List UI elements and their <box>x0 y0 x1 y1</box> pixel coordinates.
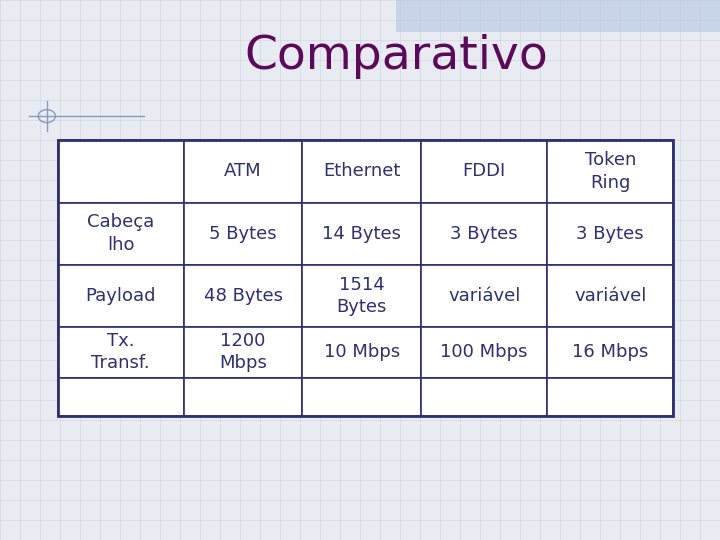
Bar <box>547 140 673 202</box>
Text: Tx.
Transf.: Tx. Transf. <box>91 332 150 373</box>
Text: Ethernet: Ethernet <box>323 163 400 180</box>
Bar <box>547 265 673 327</box>
Text: Comparativo: Comparativo <box>244 34 548 79</box>
Bar <box>421 140 547 202</box>
Bar <box>302 202 421 265</box>
Bar <box>302 265 421 327</box>
Text: variável: variável <box>574 287 647 305</box>
Bar <box>421 202 547 265</box>
Bar <box>58 140 673 416</box>
Text: 1514
Bytes: 1514 Bytes <box>337 275 387 316</box>
Text: ATM: ATM <box>224 163 262 180</box>
Text: Payload: Payload <box>86 287 156 305</box>
Text: 1200
Mbps: 1200 Mbps <box>219 332 267 373</box>
Bar <box>58 202 184 265</box>
Bar <box>184 378 302 416</box>
Text: variável: variável <box>448 287 521 305</box>
Bar <box>396 0 720 32</box>
Text: 16 Mbps: 16 Mbps <box>572 343 649 361</box>
Bar <box>421 327 547 378</box>
Text: 100 Mbps: 100 Mbps <box>441 343 528 361</box>
Bar <box>58 327 184 378</box>
Bar <box>58 378 184 416</box>
Bar <box>547 378 673 416</box>
Text: 3 Bytes: 3 Bytes <box>577 225 644 242</box>
Bar <box>547 202 673 265</box>
Bar <box>547 327 673 378</box>
Bar <box>421 265 547 327</box>
Text: Cabeça
lho: Cabeça lho <box>87 213 154 254</box>
Bar <box>184 140 302 202</box>
Bar <box>302 327 421 378</box>
Text: 5 Bytes: 5 Bytes <box>210 225 276 242</box>
Text: 14 Bytes: 14 Bytes <box>323 225 401 242</box>
Bar <box>58 265 184 327</box>
Bar <box>421 378 547 416</box>
Text: FDDI: FDDI <box>462 163 506 180</box>
Text: 3 Bytes: 3 Bytes <box>451 225 518 242</box>
Bar <box>184 265 302 327</box>
Bar <box>302 140 421 202</box>
Bar <box>184 327 302 378</box>
Bar <box>184 202 302 265</box>
Text: 48 Bytes: 48 Bytes <box>204 287 282 305</box>
Bar <box>302 378 421 416</box>
Text: 10 Mbps: 10 Mbps <box>324 343 400 361</box>
Text: Token
Ring: Token Ring <box>585 151 636 192</box>
Bar <box>58 140 184 202</box>
